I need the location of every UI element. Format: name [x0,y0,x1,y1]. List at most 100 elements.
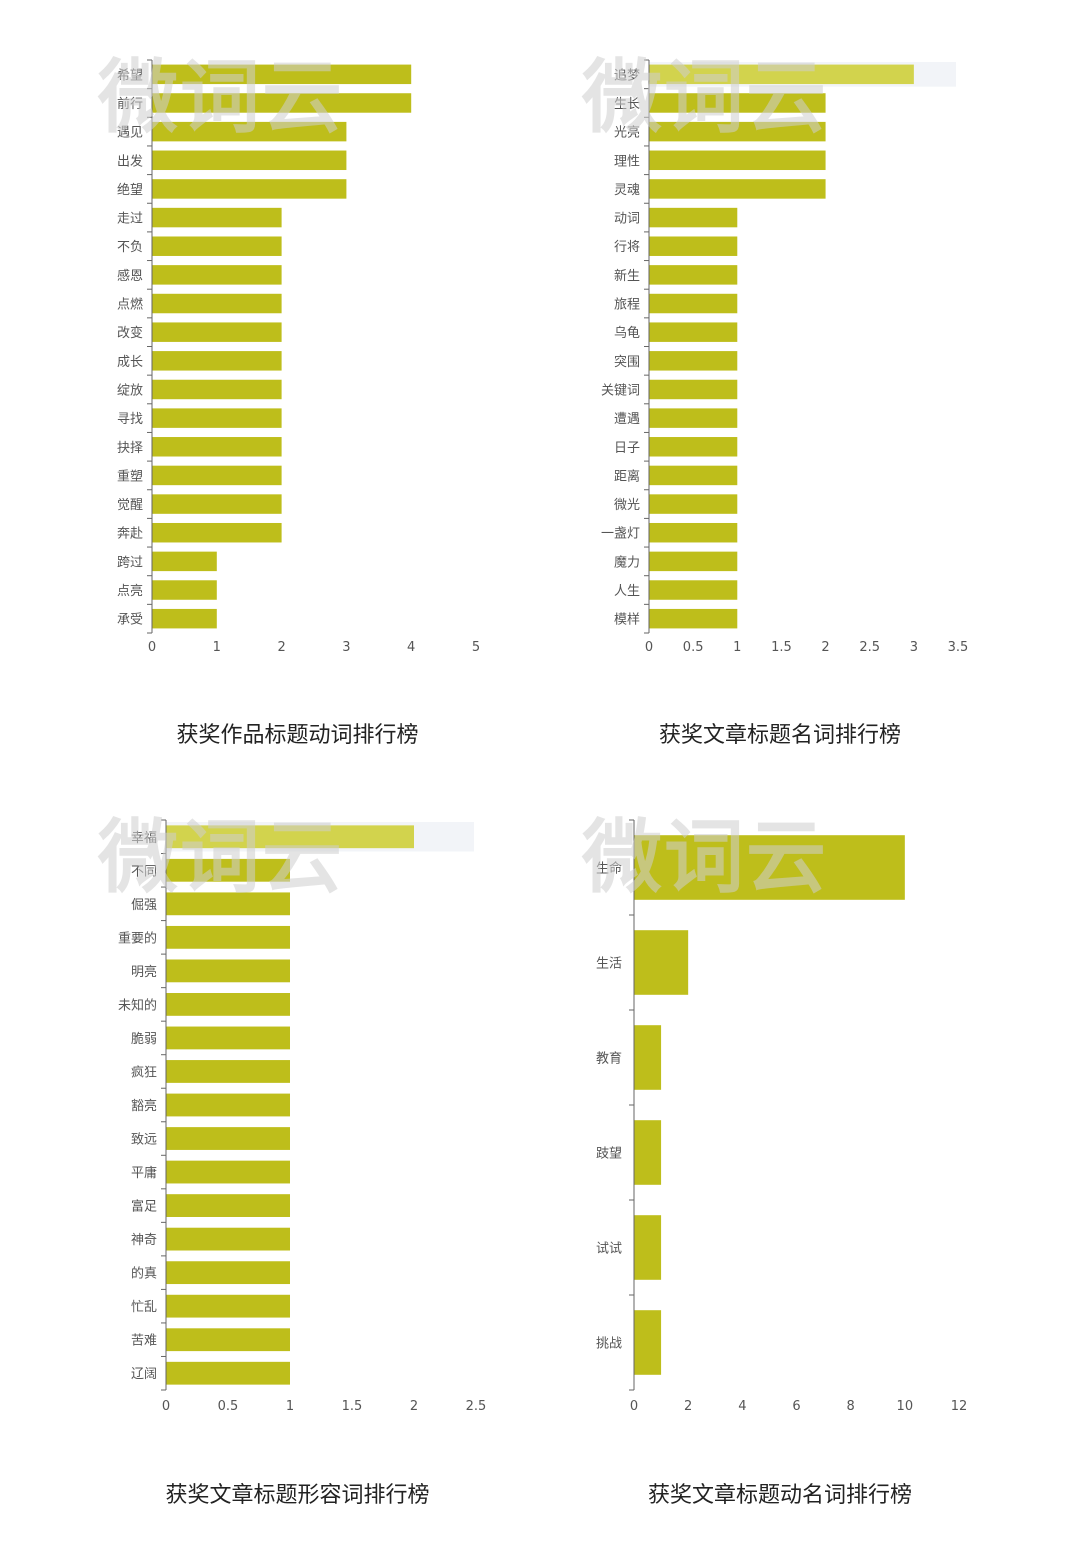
bar [166,1194,290,1217]
watermark: 微词云 [581,811,828,904]
x-tick-label: 0 [645,640,653,655]
bar [166,1093,290,1117]
bar [152,207,282,228]
bar [152,265,282,285]
x-tick-label: 2 [821,640,829,655]
x-tick-label: 10 [897,1399,914,1414]
bar [166,925,290,949]
category-label: 遇见 [117,126,143,141]
bar [649,236,738,256]
bar [649,121,826,142]
category-label: 感恩 [117,268,143,284]
bar [166,1160,290,1184]
category-label: 平庸 [131,1165,157,1181]
bar [166,825,414,849]
category-label: 不同 [131,864,157,879]
category-label: 前行 [117,96,143,112]
bar [152,64,412,85]
chart-adjectives-title: 获奖文章标题形容词排行榜 [165,1483,430,1508]
category-label: 跂望 [596,1146,622,1162]
category-label: 致远 [131,1133,157,1148]
bar [634,930,689,995]
category-label: 重塑 [117,468,143,484]
category-label: 出发 [117,153,143,169]
category-label: 行将 [614,240,640,255]
bar [152,351,282,371]
bar [152,494,282,514]
x-tick-label: 2.5 [859,640,880,655]
bar [166,1026,290,1050]
bar [166,1294,290,1318]
bar [649,179,826,199]
bar [152,322,282,342]
x-tick-label: 8 [847,1399,855,1414]
watermark: 微词云 [97,811,344,904]
x-tick-label: 0.5 [218,1399,239,1414]
category-label: 挑战 [596,1337,622,1352]
category-label: 生长 [614,97,640,112]
bar [649,64,914,85]
category-label: 跨过 [117,555,143,570]
x-tick-label: 0 [162,1399,170,1414]
category-label: 希望 [117,67,143,83]
category-label: 辽阔 [131,1367,157,1382]
category-label: 疯狂 [131,1064,157,1080]
bar [649,551,738,572]
x-tick-label: 1.5 [342,1399,363,1414]
bar [649,608,738,629]
category-label: 动词 [614,212,640,227]
bar [634,1310,662,1375]
category-label: 旅程 [614,298,640,313]
chart-nouns: 追梦 生长 光亮 理性 灵魂 动词 行将 新生 旅程 乌龟 突围 关键词 遭遇 日子 距离 微光 一盏灯 魔力 人生… [540,0,1080,780]
category-label: 模样 [614,613,640,628]
bar [649,351,738,371]
bar [166,1060,290,1083]
category-label: 奔赴 [117,527,143,542]
category-label: 生命 [596,861,622,877]
bar [152,293,282,314]
category-label: 忙乱 [131,1300,157,1315]
chart-verbs: 希望 前行 遇见 出发 绝望 走过 不负 感恩 点燃 改变 成长 绽放 寻找 抉择 重塑 觉醒 奔赴 跨过 点亮 承受… [0,0,540,780]
bar [152,465,282,486]
watermark: 微词云 [97,51,344,144]
category-label: 明亮 [131,964,157,980]
chart-nouns-svg: 追梦生长光亮理性灵魂动词行将新生旅程乌龟突围关键词遭遇日子距离微光一盏灯魔力人生… [581,51,969,655]
bar [649,408,738,428]
chart-nouns-title: 获奖文章标题名词排行榜 [658,723,901,748]
chart-gerunds-title: 获奖文章标题动名词排行榜 [647,1483,912,1508]
category-label: 光亮 [614,125,640,141]
bar [649,580,738,600]
x-tick-label: 2 [684,1399,692,1414]
category-label: 理性 [614,154,640,169]
category-label: 神奇 [131,1232,157,1248]
category-label: 人生 [614,584,640,599]
bar [634,835,905,900]
category-label: 试试 [596,1242,622,1257]
category-label: 未知的 [118,997,157,1013]
bar [166,959,290,983]
bar [166,858,290,882]
x-tick-label: 12 [951,1399,968,1414]
bar [166,993,290,1016]
x-tick-label: 0 [148,640,156,655]
bar [649,207,738,228]
category-label: 成长 [117,355,143,370]
x-tick-label: 1 [733,640,741,655]
bar [649,93,826,113]
x-tick-label: 2.5 [466,1399,487,1414]
bar [152,437,282,457]
category-label: 重要的 [118,930,157,946]
category-label: 抉择 [117,441,143,456]
category-label: 魔力 [614,555,640,570]
bar [634,1025,662,1090]
category-label: 苦难 [131,1333,157,1349]
category-label: 日子 [614,441,640,456]
category-label: 倔强 [131,898,157,913]
category-label: 不负 [117,240,143,255]
bar [634,1120,662,1185]
x-tick-label: 3.5 [948,640,969,655]
category-label: 脆弱 [131,1031,157,1047]
bar [152,121,347,142]
x-tick-label: 3 [910,640,918,655]
